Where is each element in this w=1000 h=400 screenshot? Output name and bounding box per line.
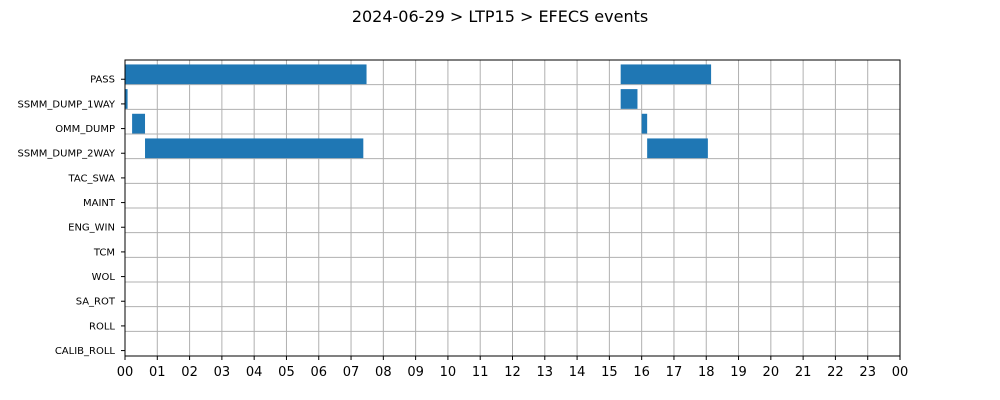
x-tick-label: 03 (214, 365, 231, 380)
event-bar (125, 89, 128, 109)
y-tick-label: SSMM_DUMP_1WAY (17, 99, 115, 110)
x-tick-label: 14 (569, 365, 586, 380)
x-tick-label: 01 (149, 365, 166, 380)
y-tick-label: SSMM_DUMP_2WAY (17, 149, 115, 160)
x-tick-label: 02 (181, 365, 198, 380)
y-tick-label: OMM_DUMP (55, 124, 115, 135)
event-bars (125, 64, 712, 159)
x-tick-label: 12 (504, 365, 521, 380)
grid (124, 60, 901, 356)
y-tick-label: CALIB_ROLL (55, 346, 116, 357)
x-tick-label: 11 (472, 365, 489, 380)
event-bar (647, 138, 708, 159)
x-tick-label: 19 (730, 365, 747, 380)
y-tick-label: SA_ROT (76, 297, 116, 308)
x-tick-label: 15 (601, 365, 618, 380)
x-tick-label: 21 (795, 365, 812, 380)
event-bar (620, 64, 712, 85)
y-tick-label: PASS (90, 75, 115, 86)
x-tick-label: 00 (117, 365, 134, 380)
event-bar (132, 113, 146, 134)
x-tick-label: 17 (666, 365, 683, 380)
y-tick-label: TCM (93, 247, 115, 258)
x-tick-label: 00 (892, 365, 909, 380)
x-tick-label: 04 (246, 365, 263, 380)
x-tick-label: 08 (375, 365, 392, 380)
chart-title: 2024-06-29 > LTP15 > EFECS events (352, 7, 648, 26)
x-tick-label: 05 (278, 365, 295, 380)
y-tick-label: TAC_SWA (67, 173, 115, 184)
x-tick-label: 07 (343, 365, 360, 380)
y-tick-label: ENG_WIN (68, 223, 115, 234)
x-tick-label: 06 (310, 365, 327, 380)
x-tick-label: 09 (407, 365, 424, 380)
x-tick-label: 10 (440, 365, 457, 380)
event-bar (641, 113, 648, 134)
event-bar (125, 64, 367, 85)
x-tick-label: 16 (633, 365, 650, 380)
y-tick-label: WOL (92, 272, 116, 283)
x-tick-label: 13 (537, 365, 554, 380)
x-tick-label: 18 (698, 365, 715, 380)
x-tick-label: 22 (827, 365, 844, 380)
x-axis: 00 01 02 03 04 05 06 07 08 09 10 11 12 13 14 15 16 17 18 19… (117, 356, 909, 380)
event-bar (620, 89, 638, 109)
x-tick-label: 23 (859, 365, 876, 380)
y-axis: PASS SSMM_DUMP_1WAY OMM_DUMP SSMM_DUMP_2WAY… (17, 75, 125, 357)
x-tick-label: 20 (763, 365, 780, 380)
y-tick-label: MAINT (83, 198, 116, 209)
y-tick-label: ROLL (89, 321, 115, 332)
event-bar (145, 138, 364, 159)
